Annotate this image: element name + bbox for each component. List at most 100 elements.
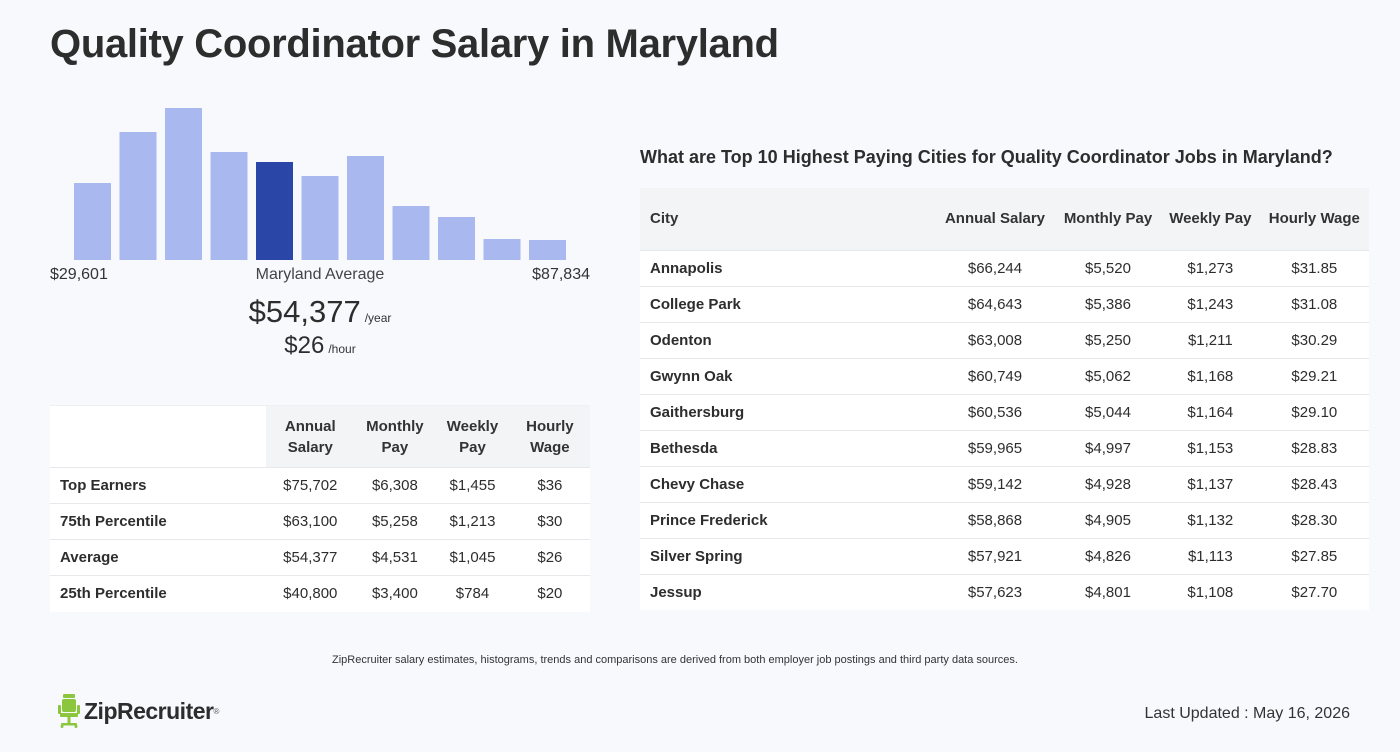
cities-title: What are Top 10 Highest Paying Cities fo… <box>640 147 1333 167</box>
histogram-average-label: Maryland Average <box>255 266 385 283</box>
city-hourly: $28.30 <box>1259 501 1369 538</box>
city-name: Bethesda <box>640 429 935 466</box>
histogram-max-label: $87,834 <box>532 266 590 283</box>
percentile-header-monthly: Monthly Pay <box>354 405 436 468</box>
city-annual: $60,749 <box>935 357 1055 394</box>
percentile-header-annual: Annual Salary <box>266 405 355 468</box>
city-monthly: $5,044 <box>1055 393 1161 430</box>
city-annual: $60,536 <box>935 393 1055 430</box>
city-monthly: $4,801 <box>1055 573 1161 610</box>
city-annual: $63,008 <box>935 321 1055 358</box>
city-weekly: $1,164 <box>1160 393 1260 430</box>
table-row: Gaithersburg $60,536 $5,044 $1,164 $29.10 <box>640 393 1369 430</box>
city-weekly: $1,168 <box>1160 357 1260 394</box>
table-row: 75th Percentile $63,100 $5,258 $1,213 $30 <box>50 503 590 540</box>
city-name: Prince Frederick <box>640 501 935 538</box>
histogram-bar <box>210 152 248 260</box>
percentile-monthly: $3,400 <box>354 575 436 612</box>
average-salary-block: $54,377/year $26/hour <box>50 294 590 360</box>
histogram-bar <box>529 240 566 260</box>
city-hourly: $27.85 <box>1259 537 1369 574</box>
city-annual: $66,244 <box>935 249 1055 286</box>
cities-header-weekly: Weekly Pay <box>1169 210 1252 228</box>
percentile-annual: $40,800 <box>266 575 355 612</box>
city-name: Gwynn Oak <box>640 357 935 394</box>
percentile-monthly: $4,531 <box>354 539 436 576</box>
city-annual: $64,643 <box>935 285 1055 322</box>
city-monthly: $4,928 <box>1055 465 1161 502</box>
cities-header-monthly: Monthly Pay <box>1063 210 1153 228</box>
cities-header-city: City <box>650 210 679 228</box>
city-weekly: $1,137 <box>1160 465 1260 502</box>
cities-header-annual: Annual Salary <box>944 210 1046 228</box>
city-hourly: $29.21 <box>1259 357 1369 394</box>
table-row: Gwynn Oak $60,749 $5,062 $1,168 $29.21 <box>640 357 1369 394</box>
city-hourly: $31.08 <box>1259 285 1369 322</box>
city-annual: $57,623 <box>935 573 1055 610</box>
percentile-hourly: $26 <box>509 539 590 576</box>
table-row: Odenton $63,008 $5,250 $1,211 $30.29 <box>640 321 1369 358</box>
average-hourly-unit: /hour <box>328 342 356 356</box>
city-monthly: $5,386 <box>1055 285 1161 322</box>
city-hourly: $29.10 <box>1259 393 1369 430</box>
percentile-weekly: $1,213 <box>435 503 510 540</box>
percentile-weekly: $1,455 <box>435 467 510 504</box>
table-row: Annapolis $66,244 $5,520 $1,273 $31.85 <box>640 249 1369 286</box>
city-hourly: $30.29 <box>1259 321 1369 358</box>
histogram-min-label: $29,601 <box>50 266 108 283</box>
percentile-annual: $75,702 <box>266 467 355 504</box>
table-row: Prince Frederick $58,868 $4,905 $1,132 $28.3… <box>640 501 1369 538</box>
percentile-header-blank <box>50 405 266 468</box>
percentile-label: Top Earners <box>50 467 266 504</box>
percentile-weekly: $1,045 <box>435 539 510 576</box>
city-monthly: $4,905 <box>1055 501 1161 538</box>
percentile-monthly: $6,308 <box>354 467 436 504</box>
percentile-hourly: $20 <box>509 575 590 612</box>
average-annual-unit: /year <box>364 311 392 325</box>
histogram-bar <box>347 156 384 260</box>
city-name: Silver Spring <box>640 537 935 574</box>
table-row: Chevy Chase $59,142 $4,928 $1,137 $28.43 <box>640 465 1369 502</box>
histogram-bar-average <box>256 162 293 260</box>
table-row: Silver Spring $57,921 $4,826 $1,113 $27.85 <box>640 537 1369 574</box>
percentile-label: 25th Percentile <box>50 575 266 612</box>
table-row: Top Earners $75,702 $6,308 $1,455 $36 <box>50 467 590 504</box>
percentile-header-hourly: Hourly Wage <box>509 405 590 468</box>
cities-table-header: City Annual Salary Monthly Pay Weekly Pa… <box>640 188 1369 250</box>
city-monthly: $5,062 <box>1055 357 1161 394</box>
percentile-table-header: Annual Salary Monthly Pay Weekly Pay Hou… <box>50 405 590 468</box>
city-name: Jessup <box>640 573 935 610</box>
city-monthly: $4,997 <box>1055 429 1161 466</box>
city-hourly: $27.70 <box>1259 573 1369 610</box>
city-weekly: $1,243 <box>1160 285 1260 322</box>
city-name: College Park <box>640 285 935 322</box>
table-row: Jessup $57,623 $4,801 $1,108 $27.70 <box>640 573 1369 610</box>
table-row: Average $54,377 $4,531 $1,045 $26 <box>50 539 590 576</box>
histogram-bar <box>165 108 202 260</box>
percentile-label: Average <box>50 539 266 576</box>
percentile-table: Annual Salary Monthly Pay Weekly Pay Hou… <box>50 405 590 612</box>
top-cities-table: City Annual Salary Monthly Pay Weekly Pa… <box>640 188 1369 610</box>
city-hourly: $28.43 <box>1259 465 1369 502</box>
percentile-label: 75th Percentile <box>50 503 266 540</box>
page-title: Quality Coordinator Salary in Maryland <box>50 22 779 66</box>
last-updated: Last Updated : May 16, 2026 <box>1144 705 1350 722</box>
city-annual: $59,965 <box>935 429 1055 466</box>
city-weekly: $1,132 <box>1160 501 1260 538</box>
histogram-bar <box>74 183 111 260</box>
percentile-hourly: $30 <box>509 503 590 540</box>
city-name: Annapolis <box>640 249 935 286</box>
city-hourly: $28.83 <box>1259 429 1369 466</box>
chair-icon <box>58 694 80 728</box>
ziprecruiter-logo[interactable]: ZipRecruiter ® <box>58 694 219 728</box>
city-name: Odenton <box>640 321 935 358</box>
average-hourly-wage: $26 <box>284 332 325 359</box>
city-monthly: $5,250 <box>1055 321 1161 358</box>
histogram-bar <box>301 176 339 260</box>
percentile-annual: $63,100 <box>266 503 355 540</box>
city-monthly: $4,826 <box>1055 537 1161 574</box>
cities-header-hourly: Hourly Wage <box>1268 210 1360 228</box>
city-monthly: $5,520 <box>1055 249 1161 286</box>
city-name: Gaithersburg <box>640 393 935 430</box>
percentile-weekly: $784 <box>435 575 510 612</box>
